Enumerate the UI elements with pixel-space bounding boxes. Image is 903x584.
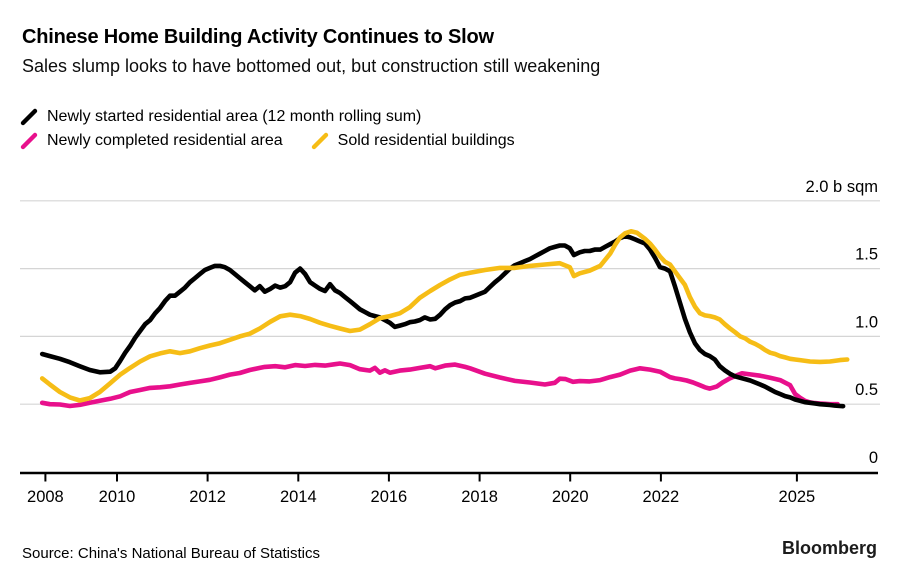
y-axis-label: 2.0 b sqm [806, 178, 878, 196]
y-axis-label: 1.0 [855, 313, 878, 331]
x-axis-label: 2016 [371, 488, 408, 506]
x-axis-label: 2012 [189, 488, 226, 506]
legend-row: Newly completed residential area Sold re… [20, 132, 515, 150]
x-axis-label: 2022 [643, 488, 680, 506]
series-sold-line [39, 229, 850, 403]
x-axis-label: 2025 [779, 488, 816, 506]
newly-started-swatch-icon [20, 108, 38, 126]
newly-completed-swatch-icon [20, 132, 38, 150]
legend-item-sold: Sold residential buildings [311, 132, 515, 150]
legend-row: Newly started residential area (12 month… [20, 108, 515, 126]
legend-item-newly-completed: Newly completed residential area [20, 132, 283, 150]
x-axis-label: 2018 [461, 488, 498, 506]
legend-label-newly-started: Newly started residential area (12 month… [47, 108, 422, 125]
page-title: Chinese Home Building Activity Continues… [22, 26, 494, 48]
legend: Newly started residential area (12 month… [20, 108, 515, 150]
y-axis-label: 0 [869, 449, 878, 467]
x-axis-label: 2020 [552, 488, 589, 506]
source-text: Source: China's National Bureau of Stati… [22, 545, 321, 562]
x-axis-label: 2008 [27, 488, 64, 506]
legend-item-newly-started: Newly started residential area (12 month… [20, 108, 421, 126]
legend-label-newly-completed: Newly completed residential area [47, 132, 283, 149]
series-newly-completed-line [39, 361, 841, 409]
series-newly-started-line [39, 233, 846, 409]
y-axis-label: 0.5 [855, 381, 878, 399]
x-axis-label: 2010 [99, 488, 136, 506]
y-axis-label: 1.5 [855, 246, 878, 264]
bloomberg-logo: Bloomberg [781, 538, 877, 558]
chart-subtitle: Sales slump looks to have bottomed out, … [22, 56, 601, 76]
x-axis-label: 2014 [280, 488, 317, 506]
legend-label-sold: Sold residential buildings [337, 132, 515, 149]
sold-swatch-icon [311, 132, 328, 150]
